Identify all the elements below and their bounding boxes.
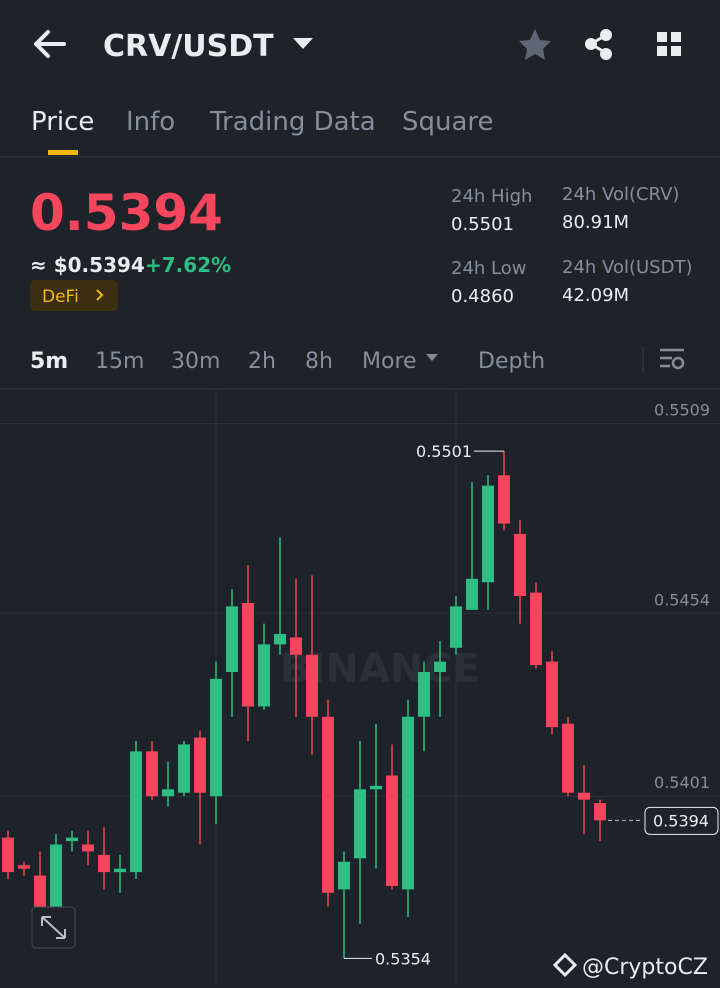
tag-chip[interactable]: DeFi	[30, 280, 118, 311]
low-label: 0.5354	[375, 949, 431, 968]
stat-value: 0.4860	[451, 286, 514, 307]
pair-dropdown[interactable]	[293, 38, 313, 49]
chart-settings[interactable]	[660, 348, 685, 370]
candle-body	[146, 751, 158, 797]
share-dot	[600, 48, 612, 60]
candle-body	[514, 533, 526, 597]
candle-body	[194, 737, 206, 793]
candle-body	[130, 751, 142, 873]
candle-body	[466, 578, 478, 610]
credit: @CryptoCZ	[582, 955, 708, 980]
candle-body	[178, 744, 190, 793]
stat-value: 80.91M	[562, 212, 629, 233]
tag-bg	[30, 280, 118, 311]
candle-body	[66, 837, 78, 842]
candle-body	[2, 837, 14, 873]
candle-body	[306, 654, 318, 717]
candle-body	[418, 671, 430, 717]
last-price-label: 0.5394	[653, 811, 709, 830]
share-dot	[585, 38, 597, 50]
interval[interactable]: More	[362, 349, 417, 374]
candle-body	[18, 865, 30, 869]
stat-value: 0.5501	[451, 214, 514, 235]
candle-body	[546, 661, 558, 728]
share-button[interactable]	[585, 29, 612, 60]
interval[interactable]: 30m	[171, 349, 220, 374]
grid-square	[671, 32, 681, 42]
candle-body	[354, 789, 366, 859]
candle-body	[370, 785, 382, 790]
settings-gear	[671, 356, 685, 370]
tab-indicator	[48, 150, 78, 155]
more-caret[interactable]	[426, 354, 438, 361]
candle-body	[210, 678, 222, 797]
fullscreen-button[interactable]	[31, 906, 76, 949]
pair-title[interactable]: CRV/USDT	[103, 29, 274, 64]
candle-body	[338, 861, 350, 890]
price-change: +7.62%	[145, 253, 231, 277]
share-dot	[600, 29, 612, 41]
candle-body	[434, 661, 446, 672]
candle-body	[290, 637, 302, 655]
stat-label: 24h Vol(USDT)	[562, 257, 692, 278]
interval[interactable]: Depth	[478, 349, 545, 374]
grid-square	[657, 46, 667, 56]
candle-body	[242, 602, 254, 707]
tag-label: DeFi	[42, 287, 79, 307]
tag-chevron	[96, 289, 104, 301]
back-button[interactable]	[34, 30, 66, 58]
candle-body	[98, 854, 110, 873]
candle-body	[34, 875, 46, 907]
credit-logo	[552, 952, 578, 978]
interval[interactable]: 2h	[248, 349, 276, 374]
y-tick-label: 0.5454	[654, 590, 710, 609]
candle-body	[386, 775, 398, 886]
candle-body	[530, 592, 542, 666]
stat-label: 24h High	[451, 186, 532, 207]
candle-body	[322, 716, 334, 893]
back-arrow	[34, 30, 66, 58]
tab[interactable]: Trading Data	[209, 107, 376, 137]
candle-body	[498, 475, 510, 524]
tab[interactable]: Info	[126, 107, 175, 137]
stat-label: 24h Low	[451, 258, 526, 279]
grid-square	[657, 32, 667, 42]
candle-body	[162, 789, 174, 797]
high-label: 0.5501	[416, 442, 472, 461]
usd-price: ≈ $0.5394	[30, 253, 145, 277]
interval[interactable]: 15m	[95, 349, 144, 374]
tab[interactable]: Price	[31, 107, 94, 137]
candle-body	[578, 792, 590, 800]
stat-label: 24h Vol(CRV)	[562, 184, 679, 205]
candle-body	[114, 868, 126, 873]
y-tick-label: 0.5401	[654, 773, 710, 792]
grid-square	[671, 46, 681, 56]
candle-body	[226, 606, 238, 672]
candle-body	[402, 716, 414, 890]
last-price: 0.5394	[30, 184, 223, 242]
fullscreen-icon	[41, 916, 66, 939]
candle-body	[274, 634, 286, 645]
candle-body	[258, 644, 270, 707]
candle-body	[562, 723, 574, 793]
candle-body	[482, 485, 494, 583]
favorite-star[interactable]	[519, 29, 551, 60]
candle-body	[82, 844, 94, 852]
last-price-box	[644, 806, 719, 835]
y-tick-label: 0.5509	[654, 401, 710, 420]
interval[interactable]: 5m	[30, 349, 68, 374]
layout-button[interactable]	[657, 32, 681, 56]
candlestick-chart: 0.5509 0.5454 0.5401 0.5501 0.5354 0.5394	[0, 401, 720, 968]
stat-value: 42.09M	[562, 285, 629, 306]
candle-body	[594, 803, 606, 821]
interval[interactable]: 8h	[305, 349, 333, 374]
candle-body	[50, 844, 62, 907]
candle-body	[450, 606, 462, 648]
tab[interactable]: Square	[402, 107, 494, 137]
